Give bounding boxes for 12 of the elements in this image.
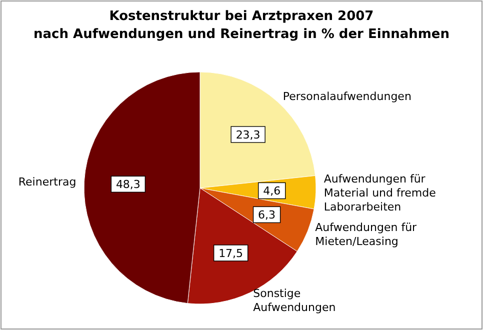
chart-subtitle: nach Aufwendungen und Reinertrag in % der Einnahmen (34, 27, 450, 42)
chart-title: Kostenstruktur bei Arztpraxen 2007 (109, 9, 374, 24)
slice-label: Aufwendungen für Material und fremde Laborarbeiten (324, 172, 436, 214)
data-label: 48,3 (116, 178, 140, 192)
slice-label: Sonstige Aufwendungen (253, 287, 336, 314)
data-label: 17,5 (218, 246, 244, 260)
slice-label: Aufwendungen für Mieten/Leasing (315, 221, 418, 248)
slice-label: Personalaufwendungen (282, 90, 412, 103)
slice-label: Reinertrag (18, 175, 76, 188)
data-label: 23,3 (236, 128, 260, 142)
data-label: 6,3 (258, 208, 276, 222)
data-label: 4,6 (263, 184, 281, 198)
